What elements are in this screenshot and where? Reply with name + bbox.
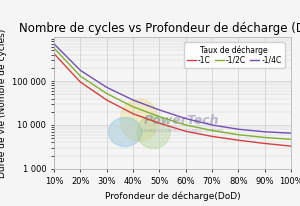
Title: Nombre de cycles vs Profondeur de décharge (DoD): Nombre de cycles vs Profondeur de déchar… bbox=[19, 21, 300, 35]
-1/2C bbox=[105, 92, 109, 95]
-1C bbox=[289, 145, 293, 147]
-1/2C bbox=[158, 115, 161, 118]
Line: -1/4C: -1/4C bbox=[54, 44, 291, 133]
-1C bbox=[236, 139, 240, 142]
Ellipse shape bbox=[120, 99, 158, 141]
-1/4C bbox=[79, 69, 82, 71]
-1/4C bbox=[105, 86, 109, 89]
-1/2C bbox=[210, 129, 214, 132]
-1C bbox=[131, 112, 135, 115]
-1/2C bbox=[236, 133, 240, 136]
-1/4C bbox=[131, 99, 135, 101]
-1C bbox=[79, 81, 82, 83]
-1/2C bbox=[263, 136, 266, 139]
-1/2C bbox=[184, 124, 188, 126]
Ellipse shape bbox=[109, 117, 142, 146]
-1/4C bbox=[289, 132, 293, 135]
-1C bbox=[52, 52, 56, 55]
X-axis label: Profondeur de décharge(DoD): Profondeur de décharge(DoD) bbox=[105, 191, 240, 201]
-1/2C bbox=[131, 105, 135, 108]
-1/4C bbox=[210, 124, 214, 126]
-1/4C bbox=[184, 117, 188, 120]
Text: ADVANCED ENERGY STORAGE SYSTEMS: ADVANCED ENERGY STORAGE SYSTEMS bbox=[141, 129, 223, 133]
-1/4C bbox=[263, 131, 266, 133]
Line: -1/2C: -1/2C bbox=[54, 48, 291, 139]
-1/2C bbox=[52, 47, 56, 49]
-1/2C bbox=[289, 138, 293, 141]
-1/4C bbox=[158, 109, 161, 111]
-1C bbox=[105, 99, 109, 101]
-1C bbox=[184, 130, 188, 132]
Line: -1C: -1C bbox=[54, 54, 291, 146]
-1/4C bbox=[52, 43, 56, 45]
-1/2C bbox=[79, 75, 82, 77]
Text: PowerTech: PowerTech bbox=[144, 114, 220, 127]
Legend: -1C, -1/2C, -1/4C: -1C, -1/2C, -1/4C bbox=[184, 42, 285, 68]
Y-axis label: Durée de vie (Nombre de cycles): Durée de vie (Nombre de cycles) bbox=[0, 28, 7, 178]
-1C bbox=[210, 135, 214, 138]
Ellipse shape bbox=[137, 116, 170, 149]
-1/4C bbox=[236, 128, 240, 130]
-1C bbox=[158, 122, 161, 124]
-1C bbox=[263, 142, 266, 145]
